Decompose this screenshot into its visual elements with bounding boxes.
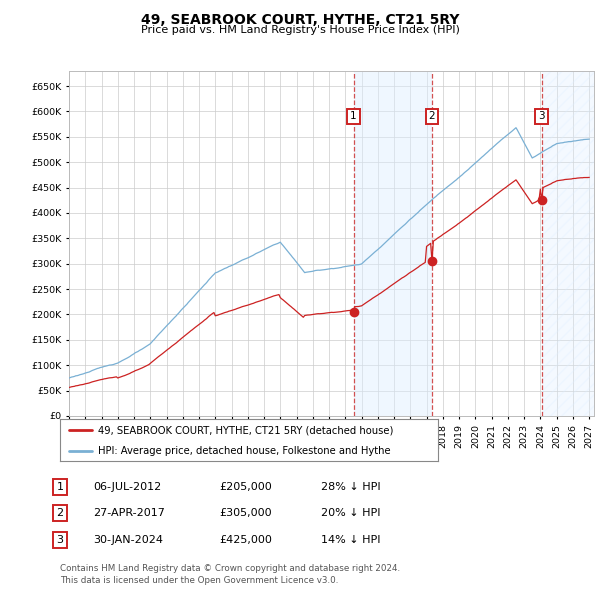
Text: 3: 3 bbox=[538, 112, 545, 122]
Text: 3: 3 bbox=[56, 535, 64, 545]
Text: HPI: Average price, detached house, Folkestone and Hythe: HPI: Average price, detached house, Folk… bbox=[98, 446, 391, 455]
Bar bbox=[542, 71, 597, 416]
Text: Contains HM Land Registry data © Crown copyright and database right 2024.
This d: Contains HM Land Registry data © Crown c… bbox=[60, 565, 400, 585]
Text: 28% ↓ HPI: 28% ↓ HPI bbox=[321, 482, 380, 491]
Text: 1: 1 bbox=[56, 482, 64, 491]
Bar bbox=[353, 71, 432, 416]
Text: 20% ↓ HPI: 20% ↓ HPI bbox=[321, 509, 380, 518]
Text: £305,000: £305,000 bbox=[219, 509, 272, 518]
Text: 27-APR-2017: 27-APR-2017 bbox=[93, 509, 165, 518]
Text: 06-JUL-2012: 06-JUL-2012 bbox=[93, 482, 161, 491]
Text: 49, SEABROOK COURT, HYTHE, CT21 5RY (detached house): 49, SEABROOK COURT, HYTHE, CT21 5RY (det… bbox=[98, 425, 393, 435]
Text: Price paid vs. HM Land Registry's House Price Index (HPI): Price paid vs. HM Land Registry's House … bbox=[140, 25, 460, 35]
Text: 1: 1 bbox=[350, 112, 357, 122]
Text: £425,000: £425,000 bbox=[219, 535, 272, 545]
Text: £205,000: £205,000 bbox=[219, 482, 272, 491]
Text: 14% ↓ HPI: 14% ↓ HPI bbox=[321, 535, 380, 545]
Text: 2: 2 bbox=[428, 112, 435, 122]
Text: 30-JAN-2024: 30-JAN-2024 bbox=[93, 535, 163, 545]
Text: 49, SEABROOK COURT, HYTHE, CT21 5RY: 49, SEABROOK COURT, HYTHE, CT21 5RY bbox=[141, 13, 459, 27]
Text: 2: 2 bbox=[56, 509, 64, 518]
